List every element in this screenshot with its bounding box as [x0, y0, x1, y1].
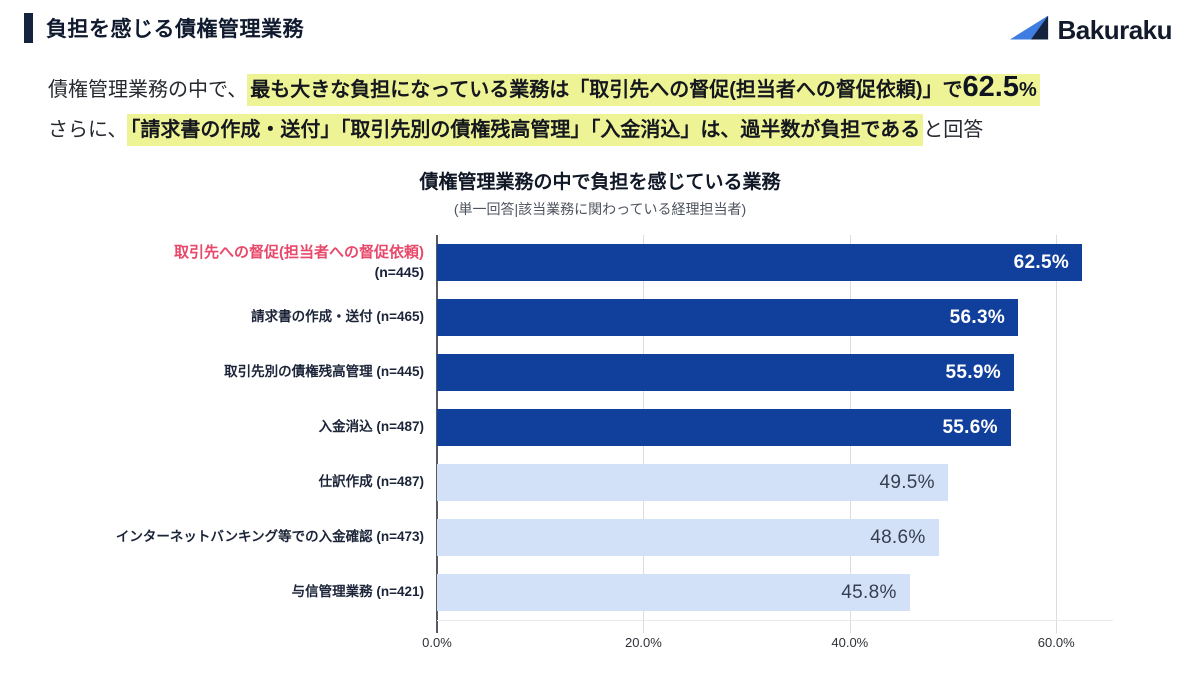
page-title: 負担を感じる債権管理業務	[46, 18, 304, 41]
category-label-main: 取引先への督促(担当者への督促依頼)	[174, 244, 424, 262]
bar: 45.8%	[437, 574, 910, 611]
bar-value-label: 49.5%	[879, 471, 935, 493]
header: 負担を感じる債権管理業務 Bakuraku	[0, 0, 1200, 43]
category-label: 取引先別の債権残高管理 (n=445)	[224, 364, 424, 380]
chart-row-7: 与信管理業務 (n=421) 45.8%	[47, 565, 1113, 620]
x-axis-line	[437, 620, 1113, 621]
page-title-block: 負担を感じる債権管理業務	[24, 13, 304, 43]
intro-line1-highlight-text: 最も大きな負担になっている業務は「取引先への督促(担当者への督促依頼)」で	[250, 79, 963, 101]
x-tick-label: 0.0%	[422, 635, 452, 650]
brand-logo: Bakuraku	[1009, 13, 1173, 45]
intro-text: 債権管理業務の中で、 最も大きな負担になっている業務は「取引先への督促(担当者への…	[48, 67, 1200, 150]
intro-line1-prefix: 債権管理業務の中で、	[48, 79, 248, 101]
bar: 56.3%	[437, 299, 1019, 336]
category-label: 請求書の作成・送付 (n=465)	[251, 309, 424, 325]
x-tick-label: 40.0%	[831, 635, 869, 650]
intro-line1-percent-sign: %	[1018, 79, 1037, 101]
chart-row-6: インターネットバンキング等での入金確認 (n=473) 48.6%	[47, 510, 1113, 565]
bar-value-label: 48.6%	[870, 526, 926, 548]
intro-line2-highlight: 「請求書の作成・送付」「取引先別の債権残高管理」「入金消込」は、過半数が負担であ…	[127, 114, 924, 146]
x-axis-tick-labels: 0.0% 20.0% 40.0% 60.0%	[422, 633, 1113, 659]
x-tick-label: 60.0%	[1037, 635, 1075, 650]
bar-value-label: 62.5%	[1013, 251, 1070, 273]
logo-triangle-icon	[1009, 15, 1048, 40]
chart-row-1: 取引先への督促(担当者への督促依頼) (n=445) 62.5%	[47, 235, 1113, 290]
intro-line2-suffix: と回答	[923, 119, 984, 141]
brand-name: Bakuraku	[1057, 15, 1173, 45]
bar-track: 55.6%	[437, 409, 1113, 446]
bar: 55.6%	[437, 409, 1011, 446]
intro-line1-big-number: 62.5	[962, 71, 1019, 103]
bar-track: 56.3%	[437, 299, 1113, 336]
intro-line-2: さらに、 「請求書の作成・送付」「取引先別の債権残高管理」「入金消込」は、過半数が…	[48, 110, 1200, 150]
bar: 49.5%	[437, 464, 948, 501]
chart-row-4: 入金消込 (n=487) 55.6%	[47, 400, 1113, 455]
bar-track: 49.5%	[437, 464, 1113, 501]
title-accent-bar	[24, 13, 33, 43]
bar-track: 48.6%	[437, 519, 1113, 556]
bar-value-label: 56.3%	[949, 306, 1006, 328]
bar-track: 45.8%	[437, 574, 1113, 611]
chart-row-3: 取引先別の債権残高管理 (n=445) 55.9%	[47, 345, 1113, 400]
bar-value-label: 55.6%	[942, 416, 998, 438]
category-label-n: (n=445)	[374, 264, 424, 281]
bar-value-label: 55.9%	[945, 361, 1001, 383]
chart-title: 債権管理業務の中で負担を感じている業務	[419, 172, 781, 193]
gridline-60	[1056, 235, 1058, 633]
category-label: 取引先への督促(担当者への督促依頼) (n=445)	[47, 242, 437, 283]
bar-track: 62.5%	[437, 244, 1113, 281]
category-label: 与信管理業務 (n=421)	[291, 584, 424, 600]
category-label: 入金消込 (n=487)	[318, 419, 424, 435]
bar-chart: 取引先への督促(担当者への督促依頼) (n=445) 62.5% 請求書の作成・送付 …	[47, 235, 1113, 659]
bar: 62.5%	[437, 244, 1083, 281]
category-label: インターネットバンキング等での入金確認 (n=473)	[115, 529, 424, 545]
bar: 55.9%	[437, 354, 1014, 391]
bar: 48.6%	[437, 519, 939, 556]
chart-rows: 取引先への督促(担当者への督促依頼) (n=445) 62.5% 請求書の作成・送付 …	[47, 235, 1113, 620]
intro-line-1: 債権管理業務の中で、 最も大きな負担になっている業務は「取引先への督促(担当者への…	[48, 67, 1200, 110]
x-tick-label: 20.0%	[624, 635, 662, 650]
bar-value-label: 45.8%	[841, 581, 897, 603]
bar-track: 55.9%	[437, 354, 1113, 391]
chart-subtitle: (単一回答|該当業務に関わっている経理担当者)	[453, 201, 747, 217]
chart-row-5: 仕訳作成 (n=487) 49.5%	[47, 455, 1113, 510]
category-label: 仕訳作成 (n=487)	[318, 474, 424, 490]
chart-row-2: 請求書の作成・送付 (n=465) 56.3%	[47, 290, 1113, 345]
intro-line1-highlight: 最も大きな負担になっている業務は「取引先への督促(担当者への督促依頼)」で62.…	[247, 71, 1040, 106]
intro-line2-prefix: さらに、	[48, 119, 128, 141]
